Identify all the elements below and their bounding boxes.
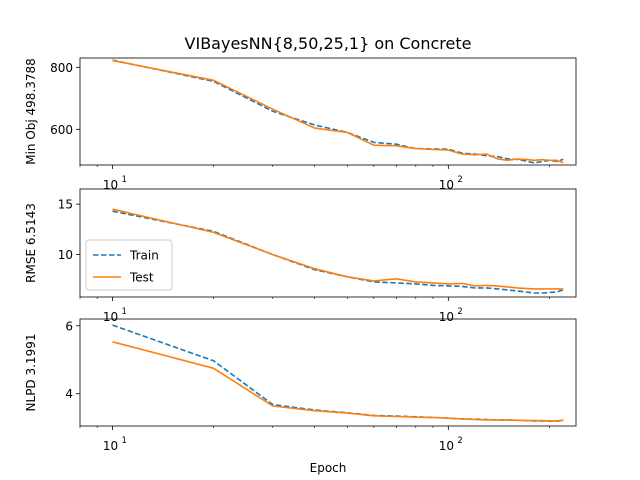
y-axis-label: RMSE 6.5143	[24, 203, 38, 283]
x-tick-exponent: 2	[457, 175, 462, 185]
y-tick-label: 4	[65, 387, 73, 401]
series-line-test	[112, 208, 564, 290]
legend: Train Test	[85, 239, 173, 291]
x-tick-exponent: 2	[457, 436, 462, 446]
legend-label-test: Test	[129, 271, 154, 285]
x-tick-exponent: 2	[457, 307, 462, 317]
y-tick-label: 800	[50, 61, 73, 75]
series-line-test	[112, 59, 564, 164]
x-tick-label: 10	[439, 178, 454, 192]
x-tick-label: 10	[439, 310, 454, 324]
x-tick-label: 10	[439, 439, 454, 453]
x-tick-label: 10	[103, 310, 118, 324]
plot-frame	[79, 318, 577, 427]
y-axis-label: NLPD 3.1991	[24, 334, 38, 412]
x-tick-exponent: 1	[122, 307, 127, 317]
plot-frame	[79, 57, 577, 166]
x-tick-label: 10	[103, 178, 118, 192]
legend-box	[85, 239, 173, 291]
x-tick-exponent: 1	[122, 436, 127, 446]
y-tick-label: 6	[65, 319, 73, 333]
y-axis-label: Min Obj 498.3788	[24, 58, 38, 165]
y-tick-label: 15	[58, 198, 73, 212]
x-tick-exponent: 1	[122, 175, 127, 185]
x-tick-label: 10	[103, 439, 118, 453]
series-line-test	[112, 341, 564, 422]
x-axis-label: Epoch	[310, 461, 347, 475]
plot-frame	[79, 188, 577, 298]
legend-label-train: Train	[129, 249, 159, 263]
y-tick-label: 10	[58, 248, 73, 262]
chart-title: VIBayesNN{8,50,25,1} on Concrete	[185, 34, 472, 53]
y-tick-label: 600	[50, 123, 73, 137]
